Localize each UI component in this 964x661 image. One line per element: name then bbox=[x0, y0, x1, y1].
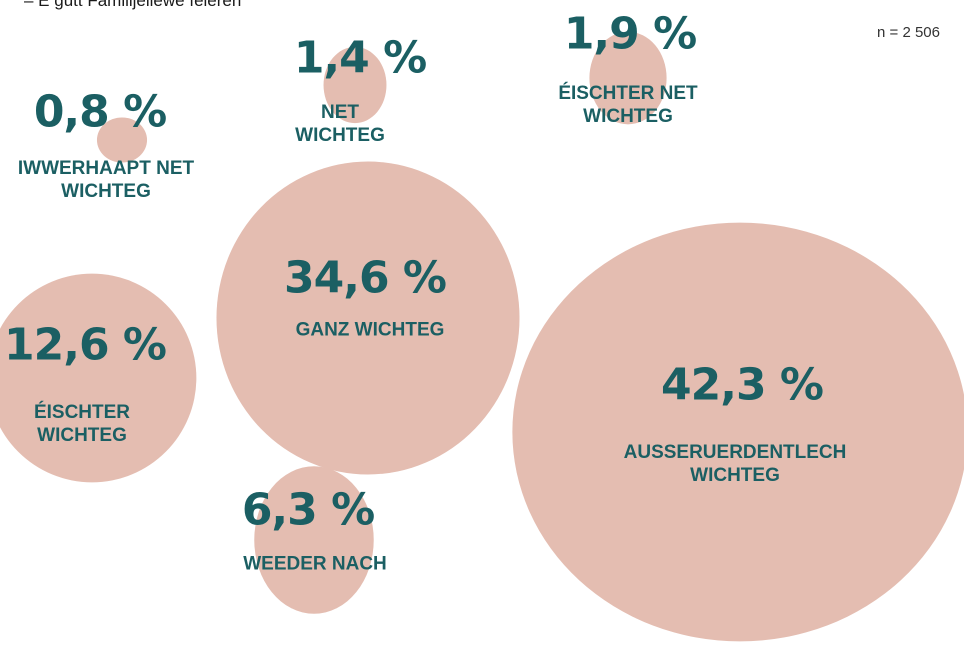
category-label: NET WICHTEG bbox=[295, 102, 385, 146]
bubble bbox=[323, 46, 387, 124]
value-label: 6,3 % bbox=[241, 484, 375, 536]
bubble bbox=[254, 466, 374, 614]
value-label: 1,4 % bbox=[293, 32, 427, 84]
category-label: IWWERHAAPT NET WICHTEG bbox=[17, 158, 195, 202]
category-label: GANZ WICHTEG bbox=[295, 319, 445, 341]
value-label: 12,6 % bbox=[4, 319, 167, 371]
value-label: 34,6 % bbox=[284, 252, 447, 304]
sample-size: n = 2 506 bbox=[877, 24, 940, 41]
value-label: 42,3 % bbox=[661, 359, 824, 411]
value-label: 1,9 % bbox=[563, 8, 697, 60]
bubble bbox=[512, 222, 964, 642]
bubble bbox=[96, 117, 148, 163]
category-label: WEEDER NACH bbox=[243, 553, 387, 575]
category-label: AUSSERUERDENTLECH WICHTEG bbox=[623, 442, 847, 486]
category-label: ÉISCHTER NET WICHTEG bbox=[558, 83, 698, 127]
bubble bbox=[589, 31, 667, 125]
category-label: ÉISCHTER WICHTEG bbox=[33, 402, 131, 446]
bubble bbox=[0, 273, 197, 483]
value-label: 0,8 % bbox=[33, 86, 167, 138]
bubble bbox=[216, 161, 520, 475]
chart-title: – E gutt Familljeliewe feieren bbox=[24, 0, 242, 10]
